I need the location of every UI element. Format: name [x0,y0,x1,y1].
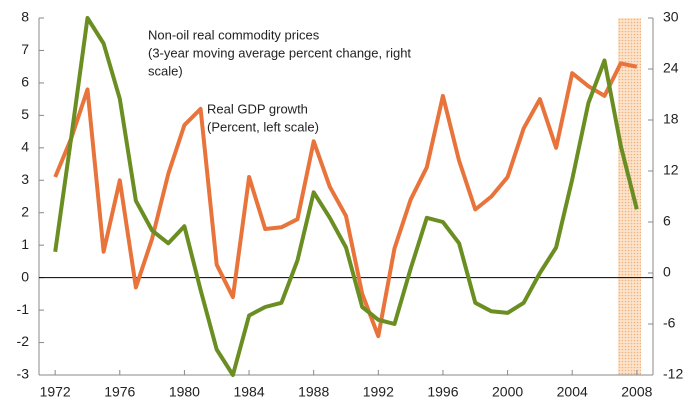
x-tick-label: 1988 [298,384,329,400]
x-tick-label: 1992 [363,384,394,400]
y2-tick-label: 18 [663,111,679,127]
y-tick-label: 1 [21,236,29,252]
y-tick-label: 0 [21,268,29,284]
y2-tick-label: 24 [663,60,679,76]
y2-tick-label: 30 [663,9,679,25]
x-tick-label: 1984 [233,384,264,400]
x-tick-label: 2000 [492,384,523,400]
y-tick-label: 8 [21,9,29,25]
y-tick-label: -3 [17,366,30,382]
y2-tick-label: 6 [663,213,671,229]
x-tick-label: 1996 [427,384,458,400]
annotation: (3-year moving average percent change, r… [148,45,411,60]
x-tick-label: 2004 [557,384,588,400]
x-tick-label: 1980 [169,384,200,400]
x-tick-label: 2008 [621,384,652,400]
annotation: (Percent, left scale) [207,119,319,134]
series-line [53,16,639,377]
x-tick-label: 1972 [40,384,71,400]
annotation: Real GDP growth [207,101,308,116]
y-tick-label: 4 [21,139,29,155]
y2-tick-label: -6 [663,315,676,331]
y2-tick-label: 12 [663,162,679,178]
y-tick-label: 6 [21,74,29,90]
annotation: Non-oil real commodity prices [148,27,320,42]
y-tick-label: 7 [21,41,29,57]
projection-shading [618,18,641,375]
y2-tick-label: 0 [663,264,671,280]
annotation: scale) [148,63,183,78]
y-tick-label: -2 [17,333,30,349]
series-line [53,61,638,339]
y2-tick-label: -12 [663,366,683,382]
y-tick-label: 2 [21,203,29,219]
y-tick-label: 3 [21,171,29,187]
y-tick-label: -1 [17,301,30,317]
y-tick-label: 5 [21,106,29,122]
x-tick-label: 1976 [104,384,135,400]
